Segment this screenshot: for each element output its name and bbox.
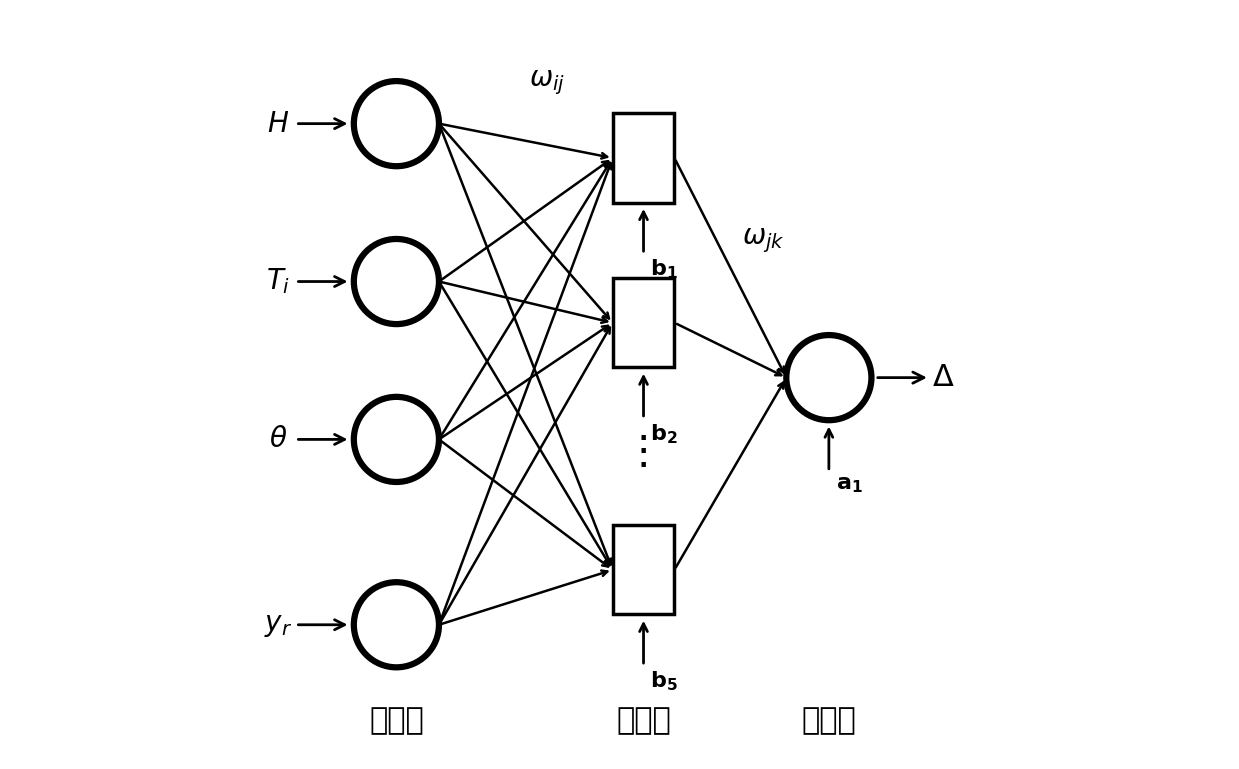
- Text: $\theta$: $\theta$: [269, 425, 287, 454]
- Text: $\omega_{ij}$: $\omega_{ij}$: [529, 68, 565, 97]
- FancyBboxPatch shape: [612, 278, 674, 368]
- Text: 输出层: 输出层: [802, 707, 856, 735]
- Text: $\mathbf{b_5}$: $\mathbf{b_5}$: [650, 669, 678, 693]
- Text: $T_i$: $T_i$: [266, 267, 290, 296]
- Circle shape: [354, 81, 439, 166]
- Text: 隐含层: 隐含层: [616, 707, 670, 735]
- Circle shape: [354, 239, 439, 324]
- Text: $\Delta$: $\Delta$: [932, 363, 955, 392]
- Text: $\mathbf{b_2}$: $\mathbf{b_2}$: [650, 422, 678, 446]
- Text: $\mathbf{a_1}$: $\mathbf{a_1}$: [836, 475, 862, 495]
- FancyBboxPatch shape: [612, 113, 674, 202]
- Text: $\omega_{jk}$: $\omega_{jk}$: [742, 226, 786, 255]
- Text: 输入层: 输入层: [369, 707, 424, 735]
- Circle shape: [787, 335, 871, 420]
- Text: $y_r$: $y_r$: [264, 611, 292, 639]
- Circle shape: [354, 582, 439, 667]
- Text: .: .: [639, 421, 648, 444]
- Text: .: .: [639, 434, 648, 458]
- Text: .: .: [639, 448, 648, 472]
- FancyBboxPatch shape: [612, 525, 674, 614]
- Text: $H$: $H$: [268, 110, 290, 138]
- Text: $\mathbf{b_1}$: $\mathbf{b_1}$: [650, 258, 678, 281]
- Circle shape: [354, 397, 439, 482]
